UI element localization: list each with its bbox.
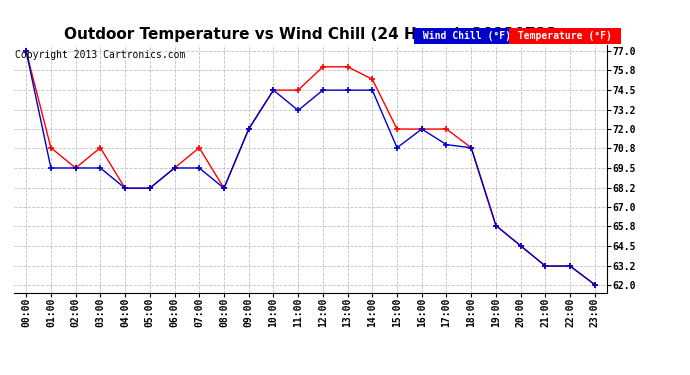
Text: Wind Chill (°F): Wind Chill (°F): [417, 32, 518, 41]
Text: Temperature (°F): Temperature (°F): [512, 32, 618, 41]
Text: Copyright 2013 Cartronics.com: Copyright 2013 Cartronics.com: [15, 50, 186, 60]
Title: Outdoor Temperature vs Wind Chill (24 Hours)  20130723: Outdoor Temperature vs Wind Chill (24 Ho…: [64, 27, 557, 42]
